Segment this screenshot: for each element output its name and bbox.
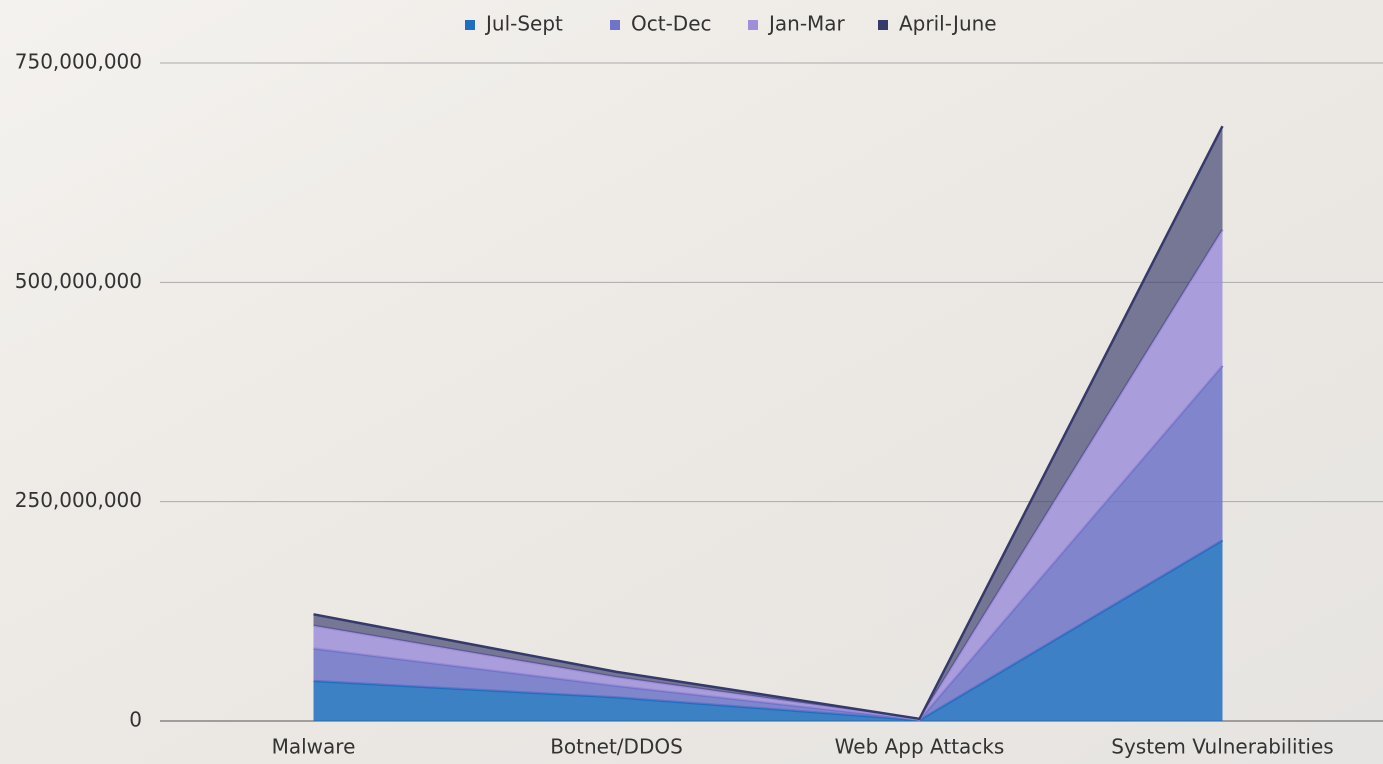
legend-label: Oct-Dec — [631, 12, 712, 36]
legend-swatch — [748, 20, 758, 30]
legend-label: Jan-Mar — [767, 12, 846, 36]
x-tick-label: Web App Attacks — [835, 735, 1005, 759]
legend-label: Jul-Sept — [484, 12, 563, 36]
y-tick-label: 250,000,000 — [15, 488, 142, 512]
y-tick-label: 750,000,000 — [15, 50, 142, 74]
legend-label: April-June — [899, 12, 997, 36]
x-tick-label: Botnet/DDOS — [550, 735, 683, 759]
y-tick-label: 500,000,000 — [15, 269, 142, 293]
x-tick-label: Malware — [272, 735, 356, 759]
y-tick-label: 0 — [129, 708, 142, 732]
chart: 0 250,000,000 500,000,000 750,000,000 Malwar… — [0, 0, 1383, 764]
legend-swatch — [465, 20, 475, 30]
legend-swatch — [878, 20, 888, 30]
x-tick-label: System Vulnerabilities — [1111, 735, 1333, 759]
legend-swatch — [610, 20, 620, 30]
